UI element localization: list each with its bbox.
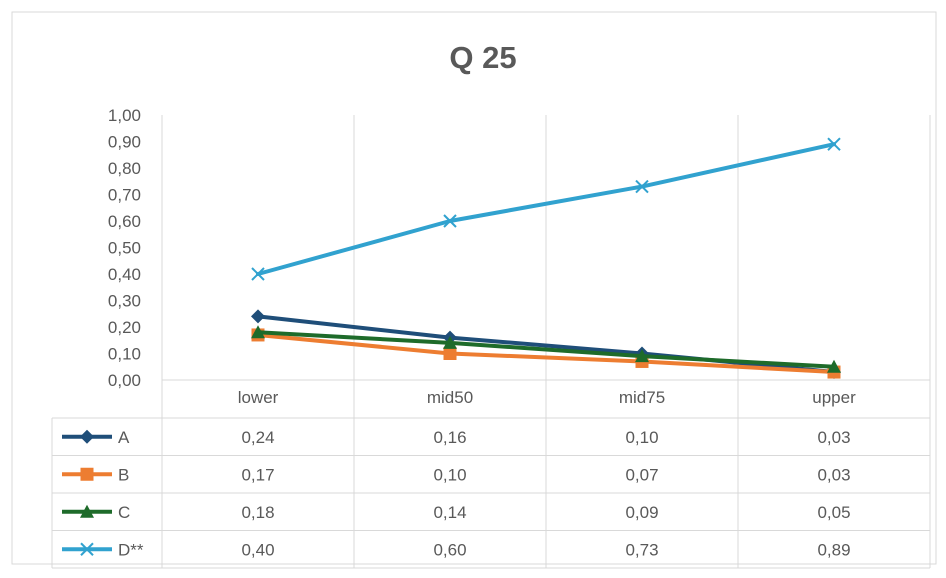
table-value-cell: 0,03 — [817, 465, 850, 484]
x-category-label: mid50 — [427, 388, 473, 407]
data-point — [443, 335, 457, 349]
data-point — [251, 325, 265, 339]
series-line-C — [256, 330, 836, 369]
data-point — [635, 179, 649, 194]
y-tick-label: 0,40 — [108, 265, 141, 284]
table-value-cell: 0,05 — [817, 503, 850, 522]
table-value-cell: 0,16 — [433, 428, 466, 447]
legend-key-marker — [80, 467, 94, 481]
table-value-cell: 0,10 — [433, 465, 466, 484]
y-tick-label: 0,20 — [108, 318, 141, 337]
legend-key-marker — [80, 542, 94, 556]
x-marker-stroke — [827, 137, 841, 151]
y-tick-label: 0,50 — [108, 239, 141, 258]
data-point — [443, 214, 457, 228]
table-value-cell: 0,07 — [625, 465, 658, 484]
table-value-cell: 0,18 — [241, 503, 274, 522]
table-value-cell: 0,60 — [433, 540, 466, 559]
table-value-cell: 0,24 — [241, 428, 274, 447]
chart-title: Q 25 — [449, 40, 516, 75]
data-point — [251, 267, 265, 281]
legend-key-marker — [80, 429, 94, 444]
table-value-cell: 0,40 — [241, 540, 274, 559]
y-tick-label: 0,70 — [108, 186, 141, 205]
legend-series-name: B — [118, 465, 129, 484]
x-marker-stroke — [251, 267, 265, 281]
data-point — [827, 359, 841, 373]
series-layer — [251, 137, 841, 380]
x-marker-stroke — [635, 179, 649, 194]
table-value-cell: 0,03 — [817, 428, 850, 447]
chart-frame — [11, 11, 937, 565]
table-value-cell: 0,17 — [241, 465, 274, 484]
data-point — [635, 349, 649, 363]
table-value-cell: 0,14 — [433, 503, 466, 522]
x-category-label: lower — [238, 388, 279, 407]
data-point — [251, 309, 265, 324]
data-point — [443, 347, 457, 360]
y-tick-label: 0,90 — [108, 133, 141, 152]
y-tick-label: 1,00 — [108, 106, 141, 125]
table-value-cell: 0,73 — [625, 540, 658, 559]
y-tick-label: 0,60 — [108, 212, 141, 231]
legend-series-name: D** — [118, 540, 144, 559]
table-value-cell: 0,09 — [625, 503, 658, 522]
x-category-label: upper — [812, 388, 856, 407]
data-table: A 0,24 0,16 0,10 0,03 B 0,17 0,10 0,07 0,03 C 0,18 0… — [51, 417, 930, 569]
legend-series-name: A — [118, 428, 130, 447]
x-category-label: mid75 — [619, 388, 665, 407]
series-line-B — [256, 332, 836, 375]
legend-series-name: C — [118, 503, 130, 522]
data-point — [827, 137, 841, 151]
series-line-D — [256, 142, 836, 276]
y-tick-label: 0,10 — [108, 345, 141, 364]
y-tick-label: 0,00 — [108, 371, 141, 390]
table-value-cell: 0,10 — [625, 428, 658, 447]
table-value-cell: 0,89 — [817, 540, 850, 559]
x-marker-stroke — [80, 542, 94, 556]
y-tick-label: 0,30 — [108, 292, 141, 311]
y-tick-label: 0,80 — [108, 159, 141, 178]
x-marker-stroke — [443, 214, 457, 228]
legend-key-marker — [80, 504, 94, 518]
axis-layer: 0,00 0,10 0,20 0,30 0,40 0,50 0,60 0,70 0,80 0,90… — [108, 106, 930, 407]
